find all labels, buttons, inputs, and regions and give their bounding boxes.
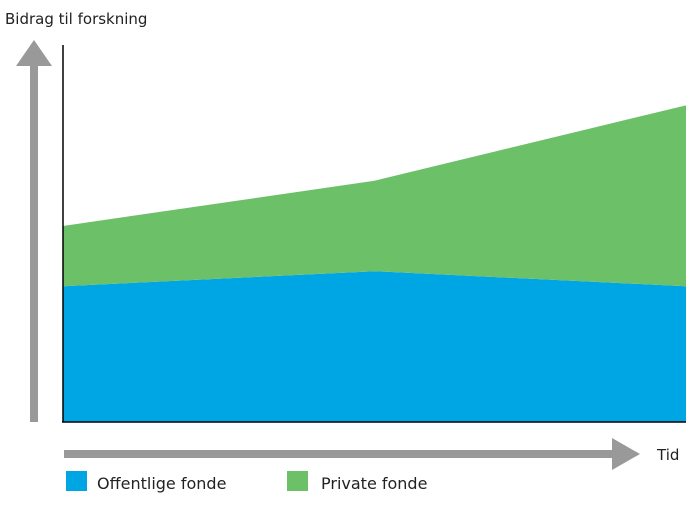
- legend-swatch-private-fonde: [287, 471, 308, 491]
- area-series-offentlige-fonde: [63, 271, 686, 422]
- area-layers: [63, 105, 686, 422]
- legend-label-private-fonde: Private fonde: [321, 474, 427, 493]
- legend-label-offentlige-fonde: Offentlige fonde: [97, 474, 226, 493]
- x-axis-label: Tid: [656, 446, 679, 464]
- y-axis-arrow: [16, 40, 52, 422]
- legend-swatch-offentlige-fonde: [66, 471, 87, 491]
- legend: Offentlige fonde Private fonde: [66, 471, 427, 493]
- y-axis-label: Bidrag til forskning: [5, 10, 147, 28]
- area-series-private-fonde: [63, 105, 686, 287]
- x-axis-arrow: [64, 438, 640, 470]
